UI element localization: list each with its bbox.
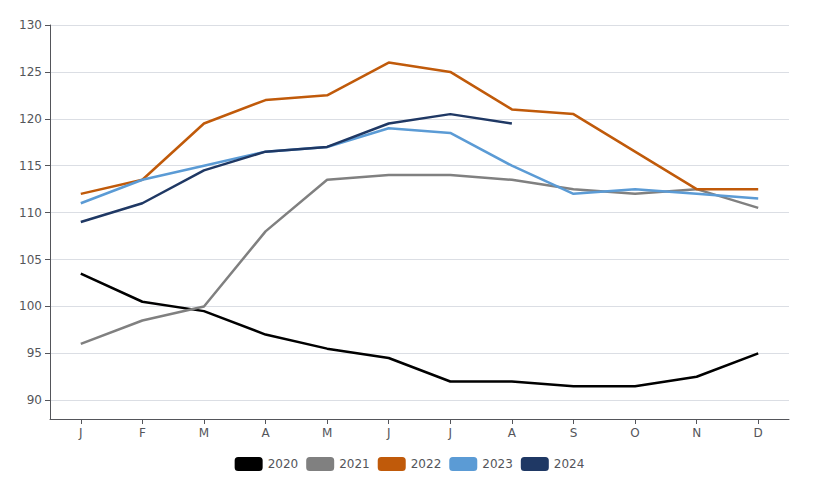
svg-text:O: O (630, 426, 639, 440)
svg-text:115: 115 (19, 159, 42, 173)
svg-text:F: F (139, 426, 146, 440)
svg-text:J: J (78, 426, 83, 440)
svg-text:2021: 2021 (339, 457, 370, 471)
svg-text:90: 90 (27, 393, 42, 407)
svg-text:120: 120 (19, 112, 42, 126)
svg-text:100: 100 (19, 299, 42, 313)
svg-text:S: S (570, 426, 578, 440)
svg-text:110: 110 (19, 206, 42, 220)
svg-text:M: M (322, 426, 332, 440)
svg-text:130: 130 (19, 18, 42, 32)
svg-text:J: J (448, 426, 453, 440)
svg-text:2020: 2020 (268, 457, 299, 471)
svg-text:125: 125 (19, 65, 42, 79)
svg-text:2024: 2024 (554, 457, 585, 471)
svg-text:2023: 2023 (482, 457, 513, 471)
svg-text:95: 95 (27, 346, 42, 360)
svg-text:J: J (386, 426, 391, 440)
svg-text:N: N (692, 426, 701, 440)
svg-text:2022: 2022 (411, 457, 442, 471)
svg-text:M: M (199, 426, 209, 440)
svg-text:A: A (261, 426, 270, 440)
svg-text:A: A (508, 426, 517, 440)
svg-text:D: D (754, 426, 763, 440)
svg-text:105: 105 (19, 253, 42, 267)
